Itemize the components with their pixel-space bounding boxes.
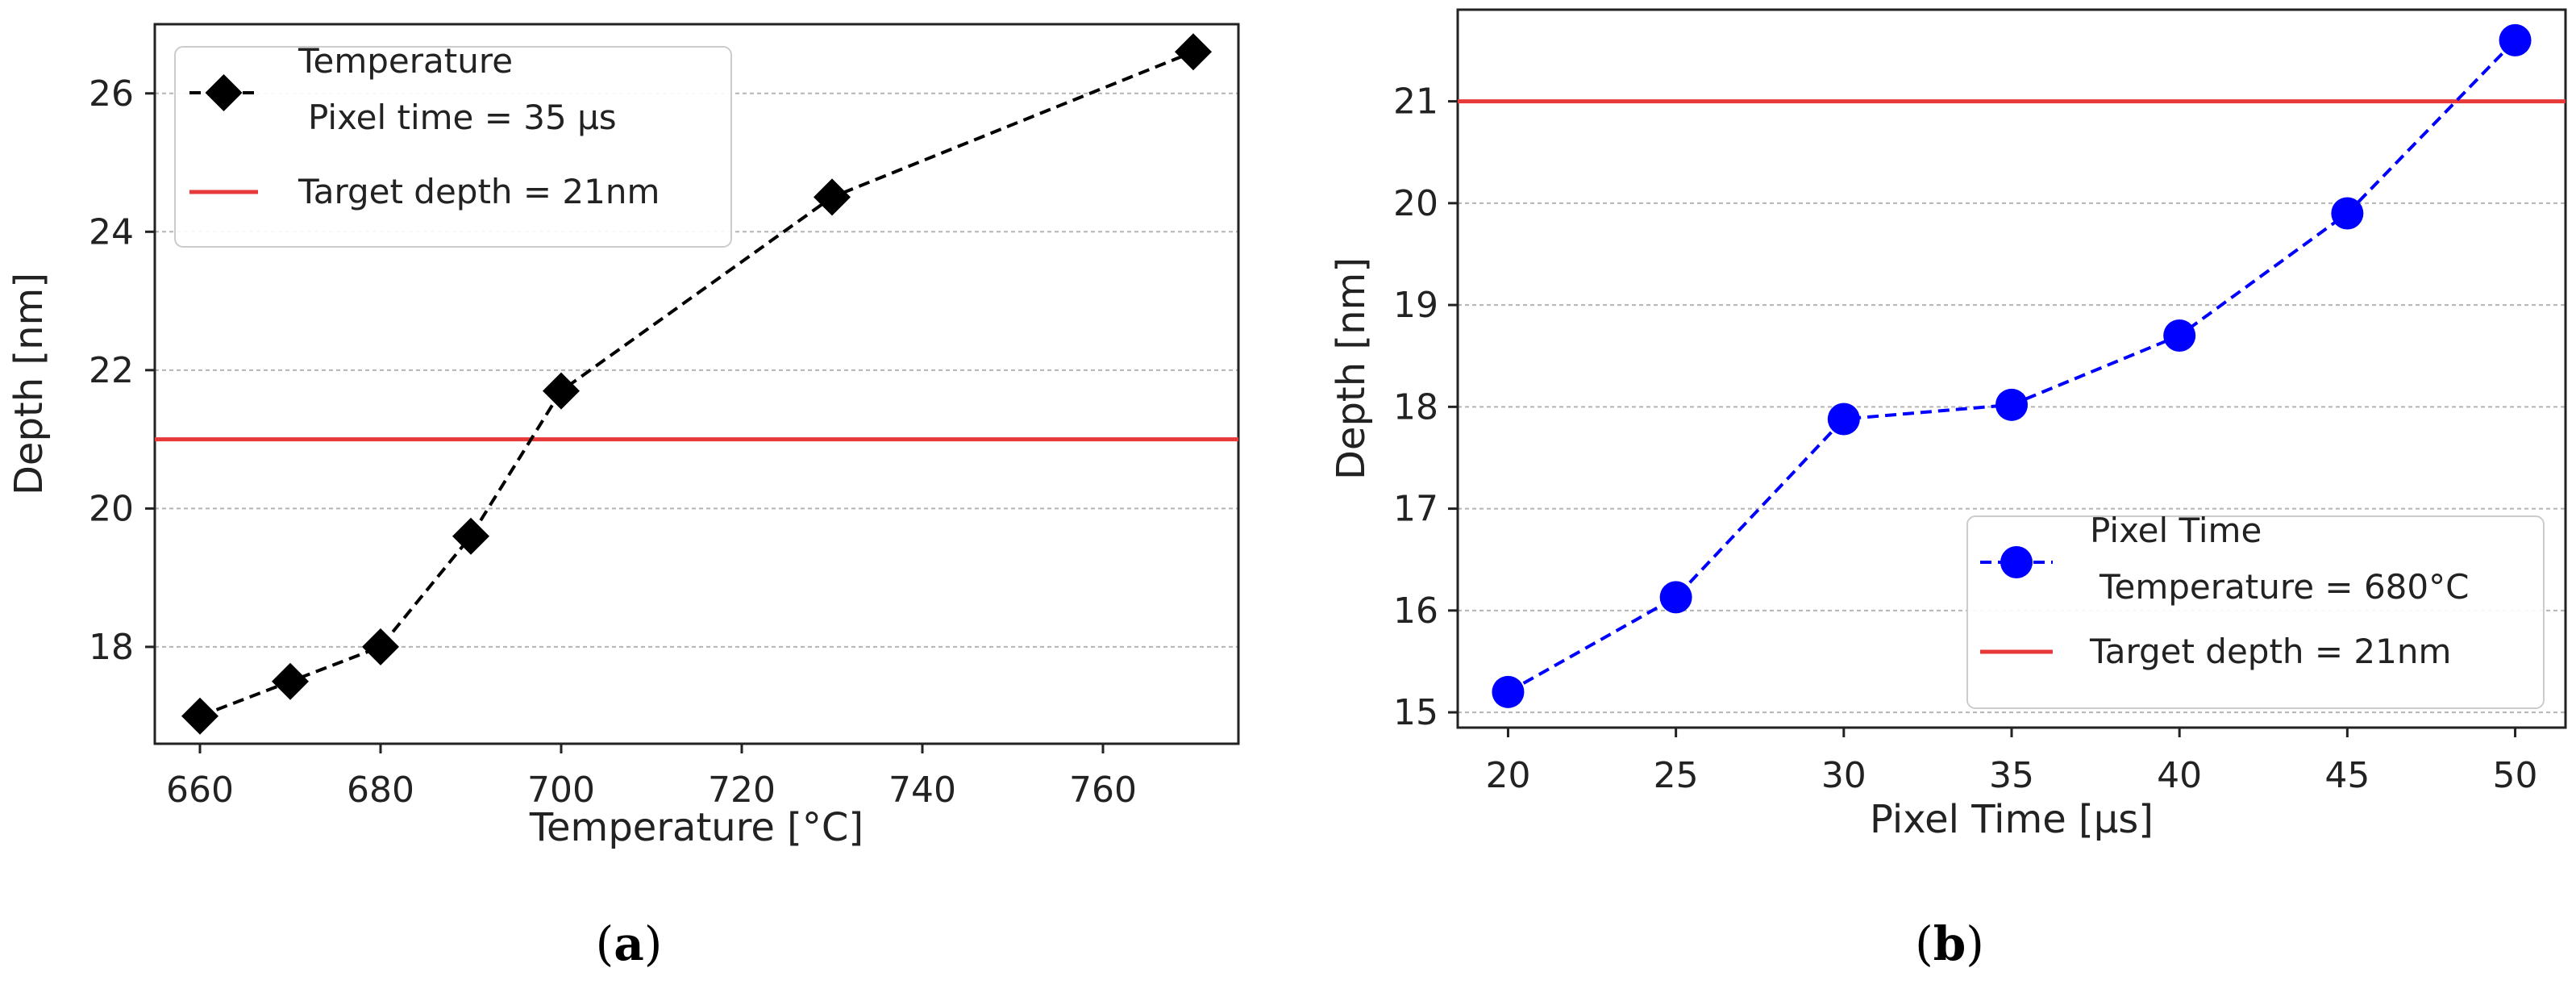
caption-open: (: [1915, 916, 1933, 971]
x-tick-label: 720: [708, 770, 776, 811]
legend-marker: [205, 74, 243, 111]
y-axis-label: Depth [nm]: [6, 273, 52, 495]
x-tick-label: 40: [2157, 755, 2202, 796]
y-tick-label: 19: [1393, 285, 1438, 326]
x-tick-label: 30: [1821, 755, 1866, 796]
y-tick-label: 17: [1393, 489, 1438, 530]
data-point: [272, 662, 309, 700]
legend-series-sublabel: Temperature = 680°C: [2099, 567, 2469, 607]
data-point: [2163, 319, 2196, 352]
y-tick-label: 26: [89, 73, 134, 115]
data-point: [1659, 581, 1692, 614]
chart-panel-a: 18 20 22 24 26 660 680 700 720 740 760 Temperature …: [6, 23, 1240, 971]
data-point: [1995, 388, 2028, 421]
y-tick-label: 15: [1393, 692, 1438, 733]
data-point: [1492, 675, 1525, 708]
data-point: [1175, 33, 1212, 71]
legend-box: [1966, 515, 2545, 709]
x-tick-label: 25: [1654, 755, 1699, 796]
data-point: [543, 372, 580, 410]
caption-close: ): [1966, 916, 1984, 971]
caption-close: ): [644, 916, 663, 971]
legend-target-label: Target depth = 21nm: [298, 172, 660, 211]
chart-panel-b: 15 16 17 18 19 20 21 20 25 30 35 40 45 50 Pixel Time […: [1329, 8, 2567, 971]
x-tick-label: 35: [1989, 755, 2034, 796]
panel-caption: (a): [596, 916, 663, 971]
y-tick-label: 21: [1393, 81, 1438, 123]
caption-letter: b: [1933, 916, 1966, 971]
y-axis-label: Depth [nm]: [1329, 257, 1374, 480]
data-point: [2331, 197, 2364, 230]
legend-series-sublabel: Pixel time = 35 μs: [308, 98, 617, 137]
legend-series-label: Pixel Time: [2090, 511, 2262, 550]
data-point: [181, 697, 218, 735]
y-tick-label: 20: [1393, 183, 1438, 224]
x-tick-label: 680: [347, 770, 414, 811]
x-tick-label: 50: [2493, 755, 2538, 796]
caption-letter: a: [614, 916, 644, 971]
caption-open: (: [596, 916, 614, 971]
y-tick-label: 18: [89, 627, 134, 668]
y-tick-label: 22: [89, 350, 134, 391]
panel-caption: (b): [1915, 916, 1984, 971]
x-tick-label: 740: [888, 770, 956, 811]
y-tick-label: 16: [1393, 590, 1438, 632]
y-tick-label: 18: [1393, 386, 1438, 428]
x-axis-label: Temperature [°C]: [529, 805, 864, 850]
legend-box: [174, 46, 732, 248]
data-point: [1827, 403, 1860, 436]
x-tick-label: 700: [527, 770, 595, 811]
data-point: [362, 628, 399, 665]
data-point: [2499, 23, 2532, 56]
x-tick-label: 20: [1485, 755, 1530, 796]
x-tick-label: 45: [2324, 755, 2370, 796]
y-tick-label: 24: [89, 211, 134, 252]
y-tick-label: 20: [89, 488, 134, 529]
x-tick-label: 760: [1069, 770, 1137, 811]
legend-series-label: Temperature: [298, 41, 513, 81]
legend-target-label: Target depth = 21nm: [2089, 632, 2451, 671]
data-point: [814, 178, 851, 216]
legend-marker: [2000, 546, 2033, 578]
data-point: [452, 517, 489, 555]
x-tick-label: 660: [166, 770, 234, 811]
plot-frame: [153, 23, 1240, 745]
x-axis-label: Pixel Time [μs]: [1870, 797, 2154, 842]
